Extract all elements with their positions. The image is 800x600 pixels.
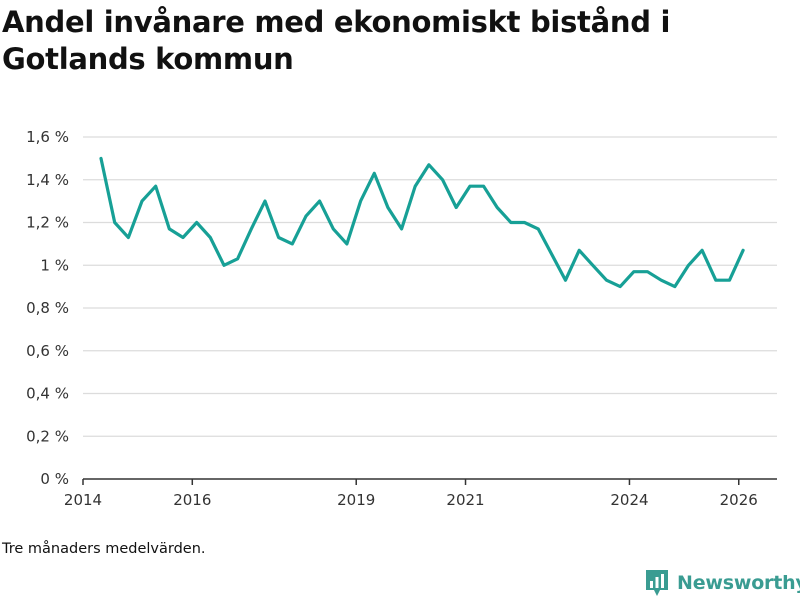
data-point (672, 284, 678, 290)
y-tick-label: 0,4 % (26, 385, 69, 403)
data-point (685, 262, 691, 268)
y-tick-label: 0,8 % (26, 299, 69, 317)
data-point (508, 220, 514, 226)
data-point (440, 177, 446, 183)
y-tick-label: 1,4 % (26, 171, 69, 189)
data-point (426, 162, 432, 168)
data-point (112, 220, 118, 226)
data-point (139, 198, 145, 204)
data-point (535, 226, 541, 232)
y-axis-tick-labels: 0 % 0,2 % 0,4 % 0,6 % 0,8 % 1 % 1,2 % 1,4 % 1,6 … (26, 128, 69, 488)
x-tick-label: 2014 (64, 491, 102, 509)
data-point (740, 247, 746, 253)
x-tick-label: 2026 (720, 491, 758, 509)
data-point (344, 241, 350, 247)
data-point (221, 262, 227, 268)
data-point (726, 277, 732, 283)
data-point (194, 220, 200, 226)
data-point (399, 226, 405, 232)
data-point (549, 252, 555, 258)
data-point (590, 262, 596, 268)
y-tick-label: 0,6 % (26, 342, 69, 360)
series-layer (98, 155, 746, 290)
data-point (467, 183, 473, 189)
x-tick-label: 2024 (610, 491, 648, 509)
data-point (317, 198, 323, 204)
data-point (617, 284, 623, 290)
y-tick-label: 1,6 % (26, 128, 69, 146)
chart-footnote: Tre månaders medelvärden. (2, 541, 206, 557)
data-point (98, 155, 104, 161)
data-point (371, 170, 377, 176)
brand-name: Newsworthy (677, 572, 800, 594)
data-point (125, 234, 131, 240)
data-point (453, 205, 459, 211)
data-point (494, 205, 500, 211)
line-chart: 0 % 0,2 % 0,4 % 0,6 % 0,8 % 1 % 1,2 % 1,4 % 1,6 … (26, 128, 777, 509)
series-line (99, 156, 745, 289)
data-point (358, 198, 364, 204)
data-point (248, 226, 254, 232)
data-point (699, 247, 705, 253)
data-point (276, 234, 282, 240)
y-tick-label: 1,2 % (26, 214, 69, 232)
x-tick-label: 2016 (173, 491, 211, 509)
x-tick-label: 2021 (446, 491, 484, 509)
y-tick-label: 0 % (40, 470, 69, 488)
data-point (522, 220, 528, 226)
bar-chart-flag-icon (646, 570, 668, 596)
newsworthy-logo[interactable]: Newsworthy (644, 568, 800, 598)
data-point (385, 205, 391, 211)
data-point (262, 198, 268, 204)
data-point (713, 277, 719, 283)
data-point (289, 241, 295, 247)
data-point (180, 234, 186, 240)
data-point (481, 183, 487, 189)
x-axis: 2014 2016 2019 2021 2024 2026 (64, 478, 777, 509)
data-point (658, 277, 664, 283)
data-point (153, 183, 159, 189)
data-point (644, 269, 650, 275)
data-point (235, 256, 241, 262)
data-point (576, 247, 582, 253)
data-point (303, 213, 309, 219)
data-point (412, 183, 418, 189)
y-tick-label: 0,2 % (26, 427, 69, 445)
data-point (604, 277, 610, 283)
data-point (631, 269, 637, 275)
data-point (330, 226, 336, 232)
data-point (563, 277, 569, 283)
y-tick-label: 1 % (40, 256, 69, 274)
data-point (166, 226, 172, 232)
data-point (207, 234, 213, 240)
chart-title: Andel invånare med ekonomiskt bistånd i … (2, 5, 671, 76)
x-tick-label: 2019 (337, 491, 375, 509)
